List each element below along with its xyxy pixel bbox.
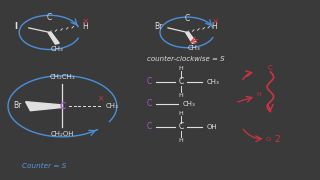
Text: CH₃: CH₃ <box>50 46 63 52</box>
Text: CH₂CH₃: CH₂CH₃ <box>50 74 75 80</box>
Text: H: H <box>179 111 183 116</box>
Text: ×: × <box>98 94 104 103</box>
Text: CH₃: CH₃ <box>182 100 195 107</box>
Text: C: C <box>146 122 151 131</box>
Text: OH: OH <box>206 124 217 130</box>
Text: C: C <box>178 77 183 86</box>
Text: CH₃: CH₃ <box>187 45 200 51</box>
Text: C: C <box>146 77 151 86</box>
Text: H: H <box>179 66 183 71</box>
Text: C: C <box>185 14 190 23</box>
Text: C: C <box>146 99 151 108</box>
Text: Br: Br <box>13 101 22 110</box>
Text: ×: × <box>211 17 219 26</box>
Text: Br: Br <box>155 22 163 31</box>
Text: Counter = S: Counter = S <box>22 163 67 170</box>
Text: O: O <box>266 137 271 142</box>
Polygon shape <box>48 32 59 44</box>
Text: C: C <box>47 13 52 22</box>
Polygon shape <box>186 32 196 43</box>
Text: C: C <box>178 122 183 131</box>
Text: C: C <box>59 102 66 111</box>
Text: H: H <box>179 93 183 98</box>
Text: CH₂OH: CH₂OH <box>51 130 74 136</box>
Text: I: I <box>14 22 18 31</box>
Text: CH₃: CH₃ <box>206 79 219 85</box>
Text: H: H <box>211 22 217 31</box>
Text: ×: × <box>82 17 90 26</box>
Text: H: H <box>179 138 183 143</box>
Text: counter-clockwise = S: counter-clockwise = S <box>147 56 225 62</box>
Text: CH₃: CH₃ <box>106 103 118 109</box>
Text: C: C <box>268 64 273 71</box>
Text: H: H <box>82 22 88 31</box>
Polygon shape <box>26 102 62 111</box>
Text: 2: 2 <box>274 135 280 144</box>
Text: H: H <box>257 92 261 97</box>
